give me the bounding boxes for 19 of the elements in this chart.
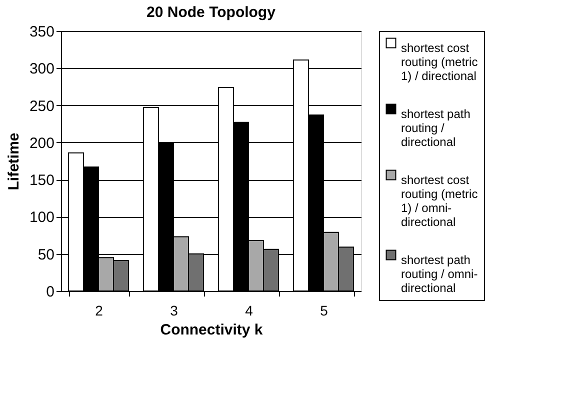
y-tick-label: 350 (29, 24, 54, 40)
y-tick-label: 200 (29, 134, 54, 152)
chart-title: 20 Node Topology (146, 4, 276, 21)
x-tick-label: 2 (95, 302, 104, 318)
y-tick-label: 100 (29, 209, 54, 226)
legend-label: shortest cost routing (metric 1) / directional (401, 41, 478, 83)
y-tick-label: 50 (38, 246, 54, 264)
x-tick-label: 5 (320, 302, 328, 318)
x-axis-title: Connectivity k (160, 322, 264, 338)
y-tick-label: 150 (29, 172, 54, 190)
y-tick-label: 0 (46, 284, 54, 300)
x-tick-label: 4 (245, 302, 254, 318)
x-tick-label: 3 (170, 302, 178, 318)
legend-label: shortest path routing / directional (401, 107, 470, 149)
y-axis-title: Lifetime (5, 132, 22, 190)
y-tick-label: 250 (29, 98, 54, 115)
legend-label: shortest cost routing (metric 1) / omni-directional (401, 173, 478, 229)
legend-label: shortest path routing / omni-directional (401, 253, 478, 295)
y-tick-label: 300 (29, 60, 54, 78)
